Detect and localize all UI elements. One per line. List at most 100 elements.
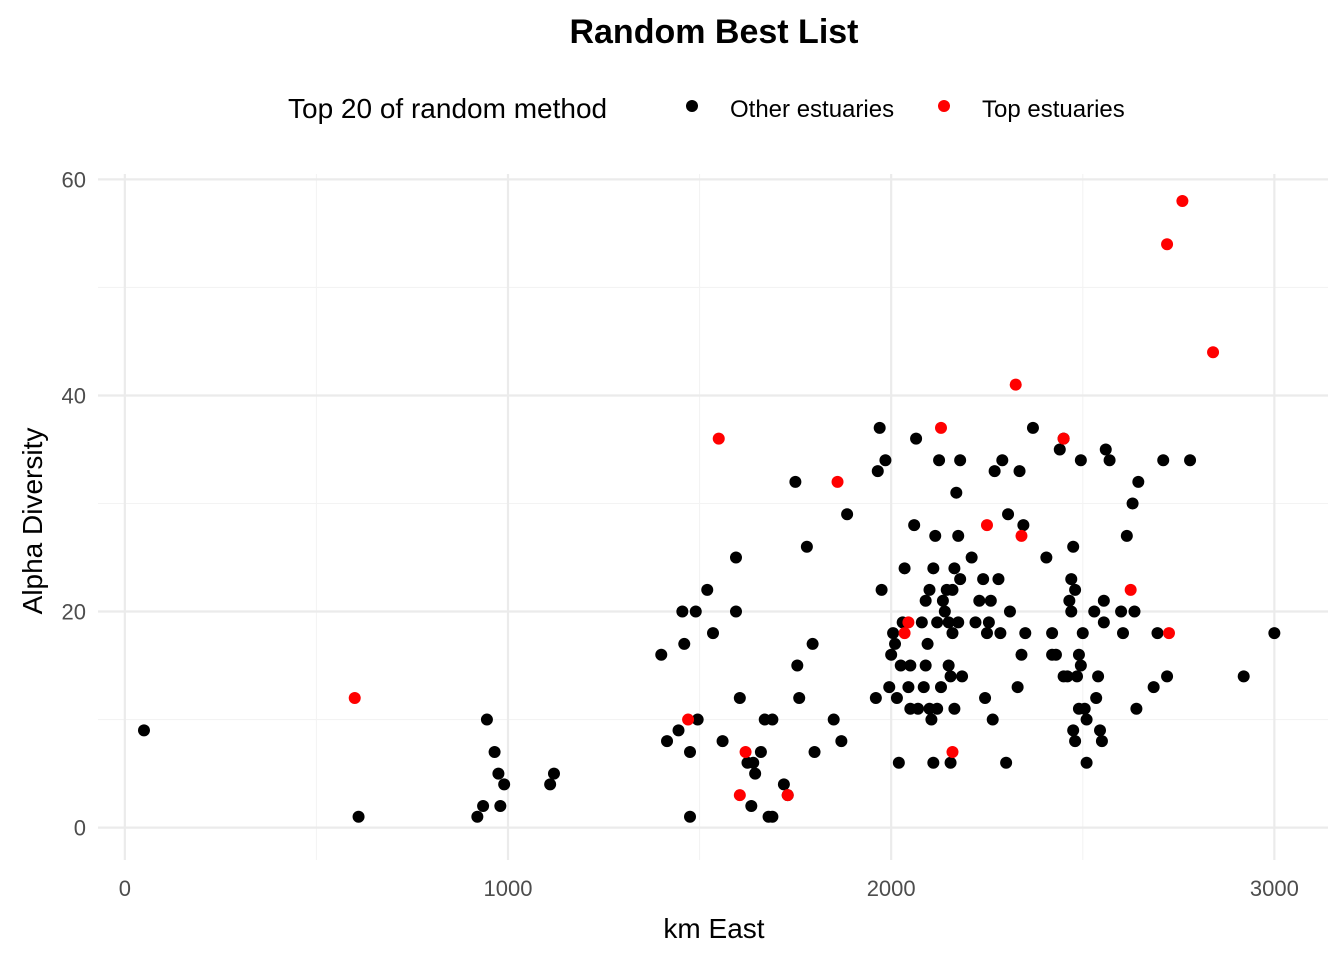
other-estuary-point xyxy=(894,659,907,672)
other-estuary-point xyxy=(952,616,965,629)
other-estuary-point xyxy=(980,627,993,640)
other-estuary-point xyxy=(994,627,1007,640)
top-estuary-point xyxy=(1124,583,1137,596)
top-estuary-point xyxy=(1161,238,1174,251)
other-estuary-point xyxy=(984,594,997,607)
chart-title: Random Best List xyxy=(569,13,858,51)
other-estuary-point xyxy=(1067,540,1080,553)
other-estuary-point xyxy=(494,799,507,812)
y-tick-label: 0 xyxy=(74,816,86,841)
other-estuary-point xyxy=(885,648,898,661)
top-estuary-point xyxy=(733,789,746,802)
other-estuary-point xyxy=(933,454,946,467)
data-points xyxy=(137,195,1281,823)
other-estuary-point xyxy=(923,583,936,596)
other-estuary-point xyxy=(910,432,923,445)
other-estuary-point xyxy=(1097,616,1110,629)
other-estuary-point xyxy=(1026,421,1039,434)
other-estuary-point xyxy=(827,713,840,726)
other-estuary-point xyxy=(1132,475,1145,488)
other-estuary-point xyxy=(1080,756,1093,769)
other-estuary-point xyxy=(936,594,949,607)
top-estuary-point xyxy=(1009,378,1022,391)
other-estuary-point xyxy=(1019,627,1032,640)
other-estuary-point xyxy=(942,616,955,629)
other-estuary-point xyxy=(1103,454,1116,467)
other-estuary-point xyxy=(1115,605,1128,618)
other-estuary-point xyxy=(931,702,944,715)
top-estuary-point xyxy=(348,691,361,704)
y-tick-label: 40 xyxy=(62,383,86,408)
other-estuary-point xyxy=(1076,627,1089,640)
other-estuary-point xyxy=(1003,605,1016,618)
other-estuary-point xyxy=(835,735,848,748)
other-estuary-point xyxy=(929,529,942,542)
other-estuary-point xyxy=(952,529,965,542)
other-estuary-point xyxy=(791,659,804,672)
other-estuary-point xyxy=(954,573,967,586)
top-estuary-point xyxy=(902,616,915,629)
other-estuary-point xyxy=(733,691,746,704)
other-estuary-point xyxy=(137,724,150,737)
other-estuary-point xyxy=(902,681,915,694)
other-estuary-point xyxy=(875,583,888,596)
other-estuary-point xyxy=(471,810,484,823)
other-estuary-point xyxy=(701,583,714,596)
other-estuary-point xyxy=(480,713,493,726)
other-estuary-point xyxy=(1013,465,1026,478)
gridlines xyxy=(98,174,1328,860)
top-estuary-point xyxy=(1015,529,1028,542)
other-estuary-point xyxy=(883,681,896,694)
other-estuary-point xyxy=(1157,454,1170,467)
other-estuary-point xyxy=(942,659,955,672)
x-tick-label: 3000 xyxy=(1250,876,1299,901)
other-estuary-point xyxy=(871,465,884,478)
other-estuary-point xyxy=(707,627,719,640)
other-estuary-point xyxy=(938,605,951,618)
other-estuary-point xyxy=(944,756,957,769)
x-tick-label: 1000 xyxy=(484,876,533,901)
top-estuary-point xyxy=(781,789,794,802)
other-estuary-point xyxy=(678,637,691,650)
other-estuary-point xyxy=(1061,670,1074,683)
other-estuary-point xyxy=(996,454,1009,467)
other-estuary-point xyxy=(973,594,986,607)
other-estuary-point xyxy=(912,702,924,715)
legend: Top 20 of random method Other estuaries … xyxy=(288,93,1125,124)
other-estuary-point xyxy=(915,616,928,629)
legend-label-top: Top estuaries xyxy=(982,96,1125,123)
other-estuary-point xyxy=(841,508,854,521)
legend-marker-other xyxy=(686,100,698,112)
other-estuary-point xyxy=(691,713,704,726)
other-estuary-point xyxy=(747,756,760,769)
other-estuary-point xyxy=(1063,594,1076,607)
other-estuary-point xyxy=(1094,724,1107,737)
other-estuary-point xyxy=(808,745,821,758)
other-estuary-point xyxy=(950,486,963,499)
other-estuary-point xyxy=(1065,605,1078,618)
other-estuary-point xyxy=(948,702,961,715)
y-axis-title: Alpha Diversity xyxy=(17,428,48,615)
other-estuary-point xyxy=(716,735,729,748)
top-estuary-point xyxy=(946,745,959,758)
top-estuary-point xyxy=(1207,346,1220,359)
other-estuary-point xyxy=(745,799,758,812)
other-estuary-point xyxy=(988,465,1001,478)
other-estuary-point xyxy=(1126,497,1139,510)
other-estuary-point xyxy=(1184,454,1197,467)
other-estuary-point xyxy=(927,562,940,575)
other-estuary-point xyxy=(879,454,892,467)
other-estuary-point xyxy=(1002,508,1015,521)
other-estuary-point xyxy=(793,691,806,704)
legend-title: Top 20 of random method xyxy=(288,93,607,124)
other-estuary-point xyxy=(749,767,762,780)
other-estuary-point xyxy=(977,573,990,586)
other-estuary-point xyxy=(946,583,959,596)
other-estuary-point xyxy=(689,605,702,618)
x-axis-title: km East xyxy=(663,913,764,944)
other-estuary-point xyxy=(1095,735,1108,748)
other-estuary-point xyxy=(806,637,819,650)
other-estuary-point xyxy=(676,605,689,618)
top-estuary-point xyxy=(712,432,725,445)
